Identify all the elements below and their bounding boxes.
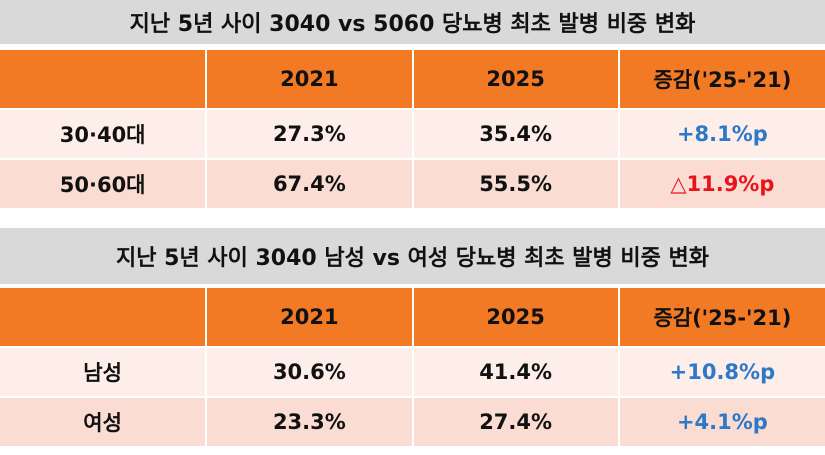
row-label: 남성	[0, 347, 208, 398]
change-cell: △11.9%p	[618, 159, 825, 210]
header-cell: 2021	[206, 50, 414, 110]
table-row: 남성 30.6% 41.4% +10.8%p	[0, 347, 825, 398]
table-2: 지난 5년 사이 3040 남성 vs 여성 당뇨병 최초 발병 비중 변화 2…	[0, 228, 825, 448]
table-row: 50·60대 67.4% 55.5% △11.9%p	[0, 159, 825, 210]
table-row: 여성 23.3% 27.4% +4.1%p	[0, 397, 825, 448]
header-row: 2021 2025 증감('25-'21)	[0, 50, 825, 110]
table-1: 지난 5년 사이 3040 vs 5060 당뇨병 최초 발병 비중 변화 20…	[0, 0, 825, 210]
cell: 23.3%	[206, 397, 414, 448]
change-cell: +10.8%p	[618, 347, 825, 398]
row-label: 여성	[0, 397, 208, 448]
change-cell: +8.1%p	[618, 109, 825, 160]
header-cell: 2025	[412, 288, 620, 348]
row-label: 30·40대	[0, 109, 208, 160]
table-title: 지난 5년 사이 3040 남성 vs 여성 당뇨병 최초 발병 비중 변화	[0, 228, 825, 284]
header-cell: 증감('25-'21)	[618, 50, 825, 110]
header-cell: 증감('25-'21)	[618, 288, 825, 348]
row-label: 50·60대	[0, 159, 208, 210]
cell: 27.4%	[412, 397, 620, 448]
cell: 27.3%	[206, 109, 414, 160]
cell: 30.6%	[206, 347, 414, 398]
header-row: 2021 2025 증감('25-'21)	[0, 288, 825, 348]
header-cell: 2025	[412, 50, 620, 110]
table-title: 지난 5년 사이 3040 vs 5060 당뇨병 최초 발병 비중 변화	[0, 0, 825, 44]
header-cell	[0, 50, 208, 110]
cell: 67.4%	[206, 159, 414, 210]
change-cell: +4.1%p	[618, 397, 825, 448]
table-row: 30·40대 27.3% 35.4% +8.1%p	[0, 109, 825, 160]
cell: 35.4%	[412, 109, 620, 160]
cell: 41.4%	[412, 347, 620, 398]
header-cell	[0, 288, 208, 348]
cell: 55.5%	[412, 159, 620, 210]
header-cell: 2021	[206, 288, 414, 348]
